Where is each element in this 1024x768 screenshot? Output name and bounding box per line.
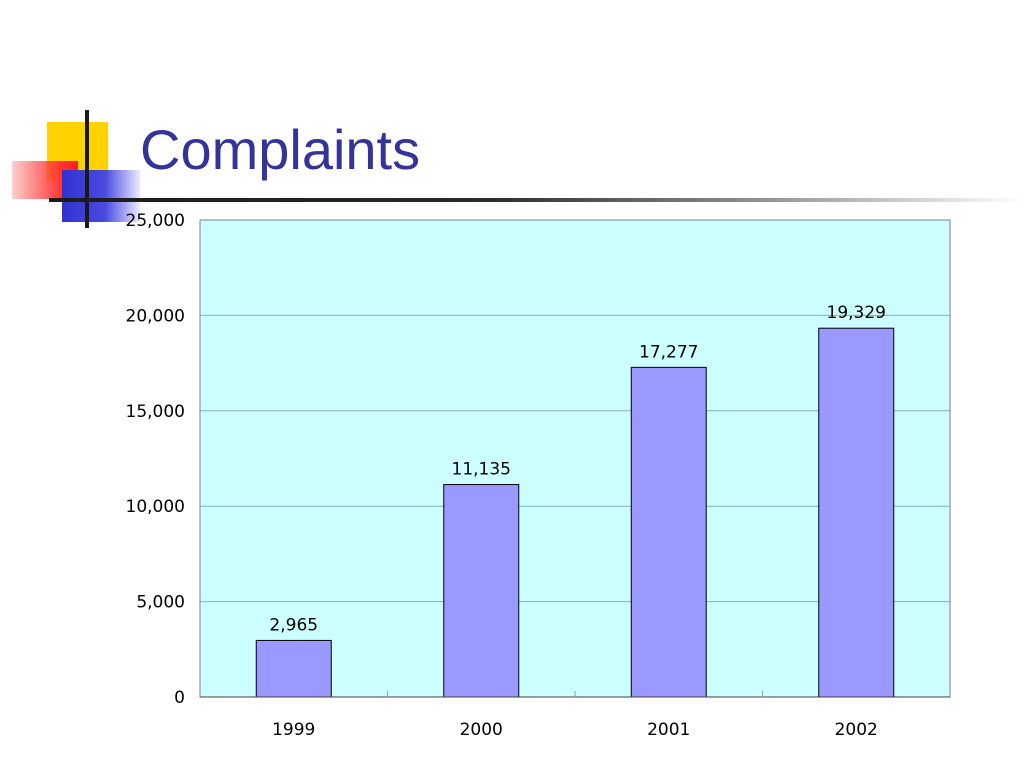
bar-2000 bbox=[443, 484, 520, 698]
bars bbox=[255, 327, 895, 698]
bar-1999 bbox=[255, 639, 332, 698]
decorative-vertical-line bbox=[85, 110, 89, 228]
title-underline bbox=[49, 198, 1024, 202]
y-tick-label: 15,000 bbox=[126, 402, 185, 422]
x-axis-tick-labels: 1999 2000 2001 2002 bbox=[272, 720, 878, 740]
y-tick-label: 10,000 bbox=[126, 497, 185, 517]
x-tick-label: 1999 bbox=[272, 720, 315, 740]
x-tick-label: 2001 bbox=[647, 720, 690, 740]
slide-title: Complaints bbox=[140, 118, 421, 181]
x-axis bbox=[200, 691, 950, 698]
bar-value-label: 2,965 bbox=[269, 615, 318, 635]
bar-value-label: 17,277 bbox=[639, 342, 698, 362]
bar-2001 bbox=[630, 366, 707, 698]
y-tick-label: 0 bbox=[174, 688, 185, 708]
y-tick-label: 5,000 bbox=[136, 593, 185, 613]
bar-value-label: 11,135 bbox=[452, 460, 511, 480]
y-tick-label: 20,000 bbox=[126, 306, 185, 326]
bar-value-labels: 2,965 11,135 17,277 19,329 bbox=[269, 303, 886, 635]
decorative-blue-square bbox=[62, 170, 140, 222]
x-tick-label: 2002 bbox=[835, 720, 878, 740]
bar-value-label: 19,329 bbox=[827, 303, 886, 323]
y-axis-tick-labels: 0 5,000 10,000 15,000 20,000 25,000 bbox=[126, 211, 185, 708]
y-tick-label: 25,000 bbox=[126, 211, 185, 231]
x-tick-label: 2000 bbox=[460, 720, 503, 740]
bar-2002 bbox=[818, 327, 895, 698]
